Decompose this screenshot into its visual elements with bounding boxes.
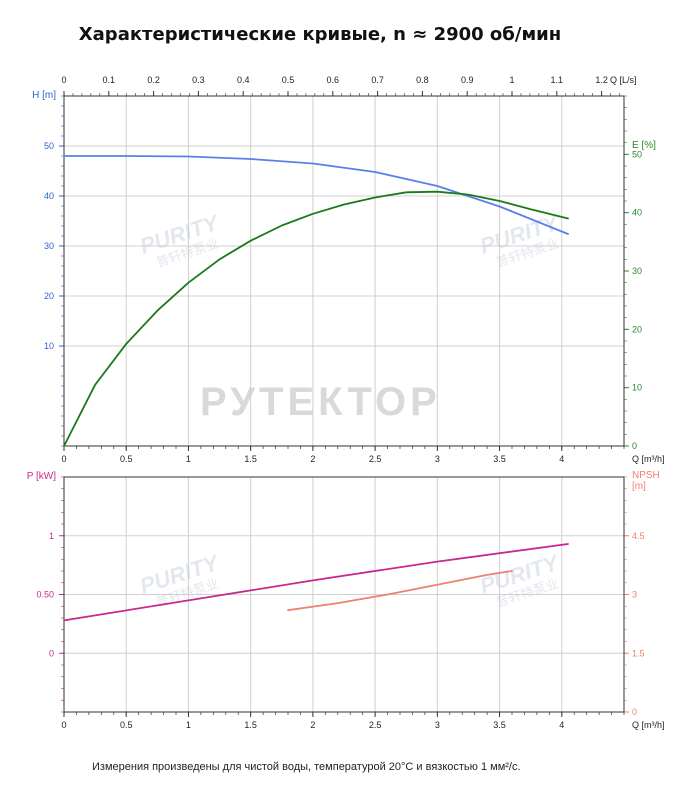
x-tick-label: 3.5 xyxy=(493,720,506,730)
y-left-tick-label: 30 xyxy=(44,241,54,251)
top-tick-label: 0.3 xyxy=(192,75,205,85)
series-line-head xyxy=(63,155,569,235)
y-left-axis-label: P [kW] xyxy=(27,471,56,482)
panel-top: 0 0.5 1 1.5 2 2.5 3 3.5 4 Q [m³/h] 0 0.1 0.2 0.3 0.4 0.… xyxy=(32,75,664,464)
y-right-tick-label: 1.5 xyxy=(632,648,645,658)
top-tick-label: 0.8 xyxy=(416,75,429,85)
x-tick-label: 2.5 xyxy=(369,720,382,730)
x-tick-label: 4 xyxy=(559,720,564,730)
y-right-tick-label: 40 xyxy=(632,208,642,218)
series-line-power xyxy=(63,543,569,622)
y-right-axis-label-part: NPSH xyxy=(632,470,660,481)
y-right-tick-label: 4.5 xyxy=(632,531,645,541)
x-tick-label: 3 xyxy=(435,454,440,464)
x-tick-label: 0 xyxy=(61,720,66,730)
top-tick-label: 0.6 xyxy=(327,75,340,85)
top-tick-label: 0.7 xyxy=(371,75,384,85)
x-tick-label: 1 xyxy=(186,720,191,730)
y-right-tick-label: 0 xyxy=(632,441,637,451)
x-tick-label: 2.5 xyxy=(369,454,382,464)
x-tick-label: 1.5 xyxy=(244,454,257,464)
x-tick-label: 3.5 xyxy=(493,454,506,464)
x-tick-label: 1.5 xyxy=(244,720,257,730)
top-tick-label: 0.9 xyxy=(461,75,474,85)
x-axis-label: Q [m³/h] xyxy=(632,454,665,464)
y-left-tick-label: 40 xyxy=(44,191,54,201)
plot-layer: 0 0.5 1 1.5 2 2.5 3 3.5 4 Q [m³/h] 0 0.1 0.2 0.3 0.4 0.… xyxy=(27,75,665,730)
y-left-axis-label: H [m] xyxy=(32,90,56,101)
y-right-tick-label: 3 xyxy=(632,590,637,600)
x-tick-label: 3 xyxy=(435,720,440,730)
top-tick-label: 1 xyxy=(509,75,514,85)
chart-title: Характеристические кривые, n ≈ 2900 об/м… xyxy=(78,24,562,45)
x-tick-label: 0.5 xyxy=(120,720,133,730)
y-left-tick-label: 50 xyxy=(44,141,54,151)
x-tick-label: 2 xyxy=(310,454,315,464)
y-left-tick-label: 10 xyxy=(44,341,54,351)
top-tick-label: 0.5 xyxy=(282,75,295,85)
top-axis-label: Q [L/s] xyxy=(610,75,637,85)
top-tick-label: 0.4 xyxy=(237,75,250,85)
x-tick-label: 0 xyxy=(61,454,66,464)
top-tick-label: 0.1 xyxy=(103,75,116,85)
x-tick-label: 1 xyxy=(186,454,191,464)
x-tick-label: 0.5 xyxy=(120,454,133,464)
plot-frame xyxy=(63,476,625,713)
y-right-tick-label: 10 xyxy=(632,383,642,393)
y-right-axis-label: E [%] xyxy=(632,140,656,151)
top-tick-label: 1.2 xyxy=(595,75,608,85)
footnote: Измерения произведены для чистой воды, т… xyxy=(92,761,521,773)
watermark-brand: РУТЕКТОР xyxy=(200,380,441,424)
x-tick-label: 2 xyxy=(310,720,315,730)
plot-frame xyxy=(63,95,625,447)
y-right-axis-label: NPSH [m] xyxy=(632,470,660,492)
y-right-tick-label: 50 xyxy=(632,149,642,159)
x-tick-label: 4 xyxy=(559,454,564,464)
series-line-efficiency xyxy=(63,190,569,447)
panel-bottom: 0 0.5 1 1.5 2 2.5 3 3.5 4 Q [m³/h] 0 0.50 1 P [kW] 0 1.… xyxy=(27,470,665,730)
x-axis-label: Q [m³/h] xyxy=(632,720,665,730)
y-right-tick-label: 0 xyxy=(632,707,637,717)
top-tick-label: 0.2 xyxy=(147,75,160,85)
y-right-axis-label-part: [m] xyxy=(632,481,646,492)
y-left-tick-label: 0 xyxy=(49,648,54,658)
series-line-npsh xyxy=(287,570,513,612)
top-tick-label: 0 xyxy=(61,75,66,85)
y-left-tick-label: 1 xyxy=(49,531,54,541)
y-right-tick-label: 20 xyxy=(632,324,642,334)
y-left-tick-label: 20 xyxy=(44,291,54,301)
top-tick-label: 1.1 xyxy=(551,75,564,85)
y-left-tick-label: 0.50 xyxy=(36,590,54,600)
y-right-tick-label: 30 xyxy=(632,266,642,276)
